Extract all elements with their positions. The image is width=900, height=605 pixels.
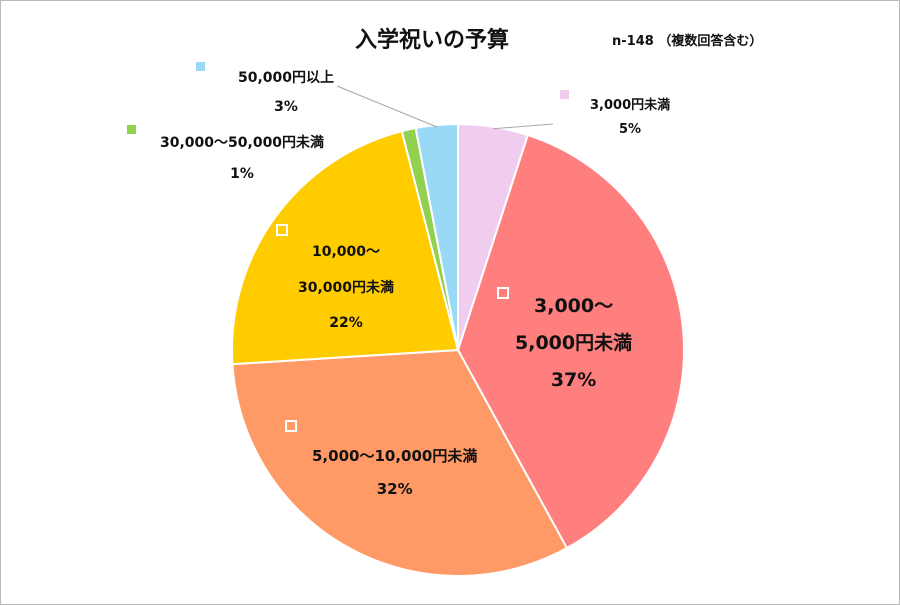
pie-slice-5000-10000 [231,348,569,577]
slice-category-10000-30000-line2: 30,000円未満 [298,279,395,296]
pie-slice-10000-30000 [231,129,460,366]
slice-category-5000-10000: 5,000〜10,000円未満 [312,447,478,465]
slice-label-5000-10000: 5,000〜10,000円未満 32% [312,440,477,506]
leader-line-over-50000 [336,85,438,128]
slice-label-10000-30000: 10,000〜 30,000円未満 22% [298,235,394,342]
pie-slice-over-50000 [414,122,459,351]
slice-category-10000-30000-line1: 10,000〜 [312,244,381,260]
slice-label-over-50000: 50,000円以上 3% [238,64,334,123]
legend-marker-30000-50000 [127,125,136,134]
chart-title: 入学祝いの予算 [355,28,510,53]
slice-label-3000-5000: 3,000〜 5,000円未満 37% [515,288,632,399]
slice-category-3000-5000-line2: 5,000円未満 [515,332,633,355]
slice-category-over-50000: 50,000円以上 [238,70,335,86]
pie-slice-3000-5000 [456,133,685,550]
slice-value-over-50000: 3% [274,99,298,116]
legend-marker-3000-5000 [497,287,509,299]
slice-category-3000-5000-line1: 3,000〜 [534,295,614,317]
slice-label-30000-50000: 30,000〜50,000円未満 1% [160,128,324,190]
slice-value-30000-50000: 1% [230,165,254,182]
slice-category-under-3000: 3,000円未満 [590,98,671,113]
slice-value-10000-30000: 22% [329,315,363,332]
slice-value-3000-5000: 37% [550,369,597,392]
slice-value-5000-10000: 32% [376,480,413,498]
legend-marker-5000-10000 [285,420,297,432]
slice-category-30000-50000: 30,000〜50,000円未満 [160,135,325,151]
legend-marker-10000-30000 [276,224,288,236]
sample-size-note: n-148 （複数回答含む） [612,34,763,49]
leader-line-under-3000 [493,123,554,130]
legend-marker-under-3000 [560,90,569,99]
slice-value-under-3000: 5% [619,122,642,138]
slice-label-under-3000: 3,000円未満 5% [590,94,670,142]
legend-marker-over-50000 [196,62,205,71]
